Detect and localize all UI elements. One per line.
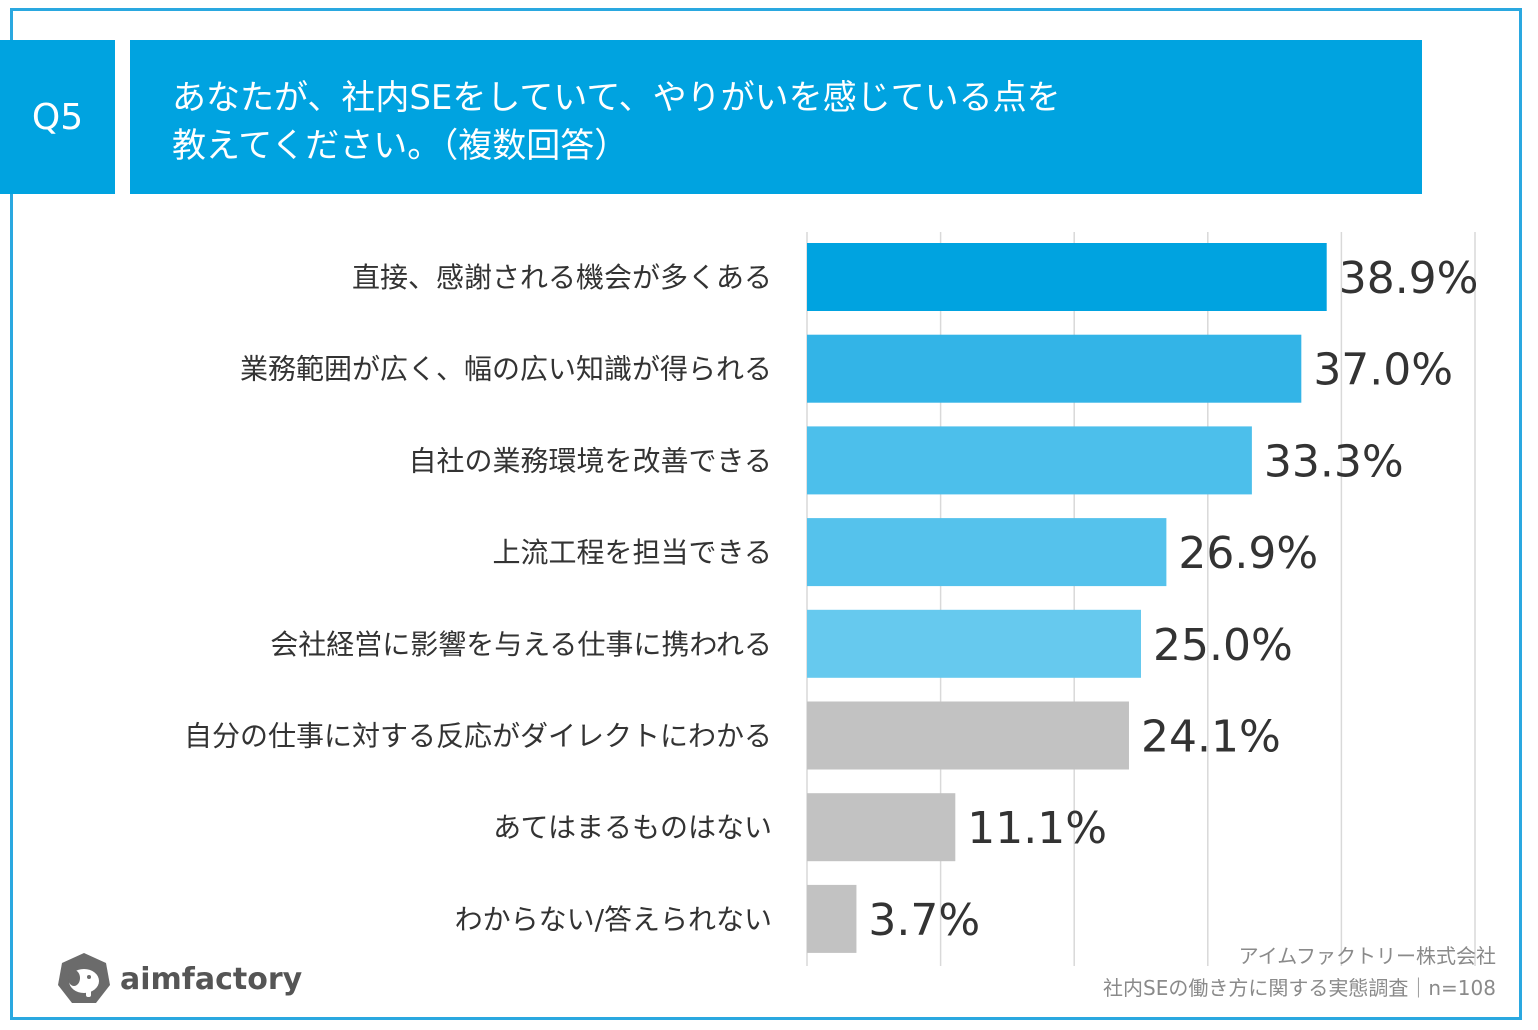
value-label-3: 33.3% (1264, 436, 1404, 487)
question-title-line-2: 教えてください。（複数回答） (172, 126, 629, 166)
value-label-4: 26.9% (1178, 528, 1318, 579)
bar-7 (807, 793, 956, 862)
question-title-box: あなたが、社内SEをしていて、やりがいを感じている点を 教えてください。（複数回… (130, 40, 1422, 194)
category-label-5: 会社経営に影響を与える仕事に携われる (270, 628, 772, 661)
value-label-8: 3.7% (868, 895, 980, 946)
value-label-2: 37.0% (1313, 345, 1453, 396)
source-company: アイムファクトリー株式会社 (1238, 944, 1496, 968)
category-label-2: 業務範囲が広く、幅の広い知識が得られる (240, 353, 772, 386)
bar-5 (807, 609, 1141, 678)
bar-4 (807, 518, 1167, 587)
elephant-logo-icon (58, 953, 110, 1003)
category-label-8: わからない/答えられない (455, 903, 772, 936)
bar-6 (807, 701, 1129, 770)
bar-8 (807, 884, 857, 953)
source-survey: 社内SEの働き方に関する実態調査｜n=108 (1103, 976, 1496, 1000)
category-label-3: 自社の業務環境を改善できる (409, 444, 772, 477)
value-label-1: 38.9% (1339, 253, 1479, 304)
value-label-5: 25.0% (1153, 620, 1293, 671)
category-label-4: 上流工程を担当できる (493, 536, 772, 569)
aimfactory-logo: aimfactory (56, 948, 302, 1010)
logo-text: aimfactory (120, 961, 303, 997)
category-label-7: あてはまるものはない (493, 811, 772, 844)
bar-2 (807, 334, 1302, 403)
value-label-6: 24.1% (1141, 712, 1281, 763)
question-title-line-1: あなたが、社内SEをしていて、やりがいを感じている点を (172, 78, 1061, 118)
value-label-7: 11.1% (967, 803, 1107, 854)
category-label-6: 自分の仕事に対する反応がダイレクトにわかる (184, 720, 772, 753)
category-label-1: 直接、感謝される機会が多くある (352, 261, 772, 294)
bar-1 (807, 243, 1327, 311)
question-badge: Q5 (0, 40, 115, 194)
bar-3 (807, 426, 1252, 495)
